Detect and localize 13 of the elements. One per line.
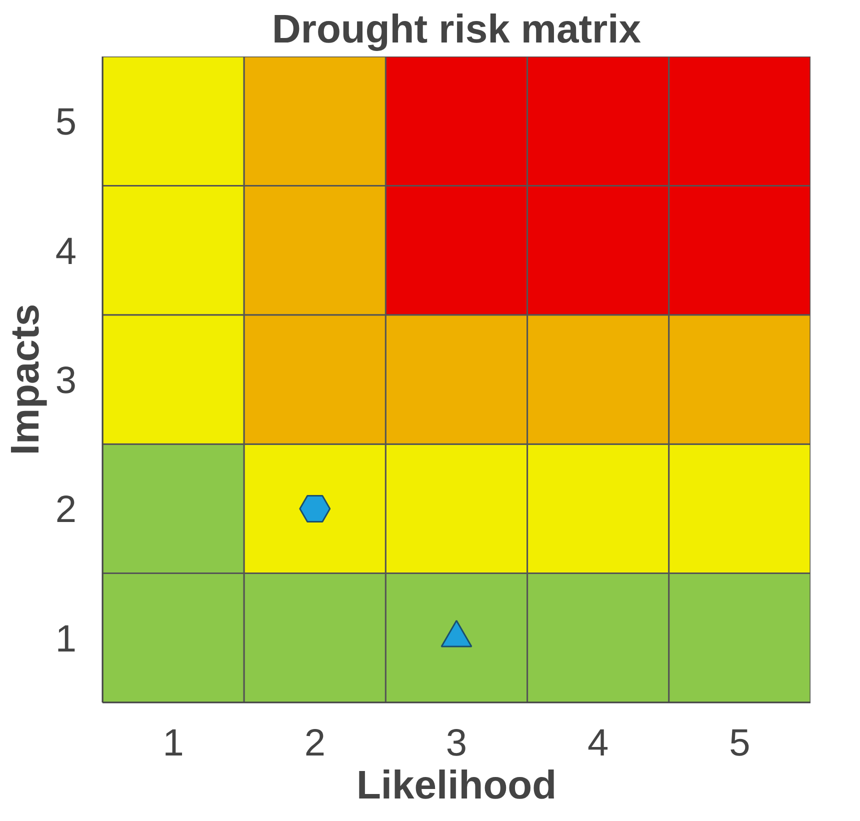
y-tick-label: 5 xyxy=(55,102,77,144)
x-tick-label: 1 xyxy=(162,722,184,764)
x-tick-label: 3 xyxy=(446,722,468,764)
x-tick-label: 4 xyxy=(588,722,609,764)
y-tick-label: 2 xyxy=(55,489,77,532)
y-axis-title: Impacts xyxy=(3,304,48,456)
x-axis-title: Likelihood xyxy=(356,764,556,808)
x-tick-label: 2 xyxy=(304,722,326,764)
x-tick-label: 5 xyxy=(729,722,750,764)
chart-title: Drought risk matrix xyxy=(272,8,641,52)
y-tick-label: 4 xyxy=(55,230,77,273)
y-tick-label: 3 xyxy=(55,360,77,402)
y-tick-label: 1 xyxy=(55,618,77,660)
